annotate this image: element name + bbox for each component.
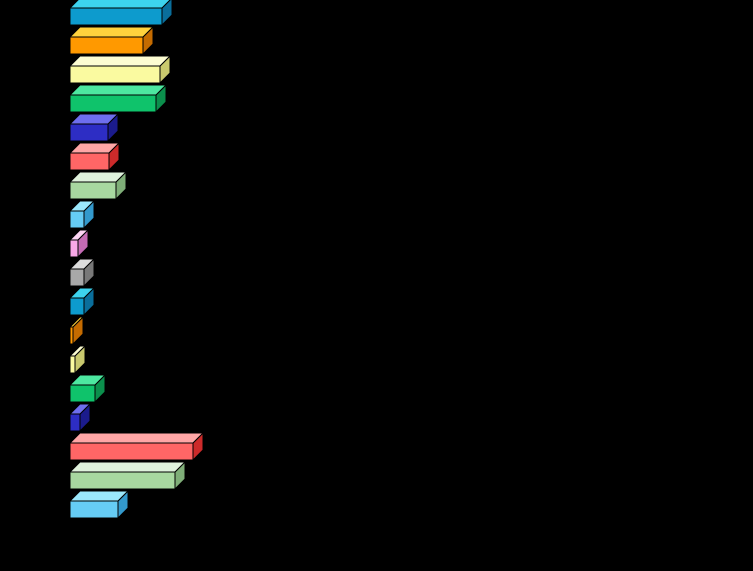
bar-4[interactable] [68,83,168,114]
bar-12[interactable] [68,315,85,346]
bar-1-top-face [68,0,171,9]
bar-2[interactable] [68,25,155,56]
bar-17-front-face [69,471,176,490]
bar-8[interactable] [68,199,96,230]
bar-4-front-face [69,94,157,113]
bar-10-front-face [69,268,85,287]
bar-8-front-face [69,210,85,229]
bar-15[interactable] [68,402,92,433]
bar-11[interactable] [68,286,96,317]
bar-17-top-face [68,461,187,473]
bar-3-front-face [69,65,161,84]
bar-16-front-face [69,442,194,461]
bar-14-front-face [69,384,96,403]
bar-1-front-face [69,7,163,26]
bar-13[interactable] [68,344,87,375]
bar-7-front-face [69,181,117,200]
bar-7[interactable] [68,170,128,201]
bar-18[interactable] [68,489,130,520]
bar-3[interactable] [68,54,172,85]
bar-1[interactable] [68,0,173,27]
bar-18-front-face [69,500,119,519]
bar-2-top-face [68,26,155,38]
bar-5[interactable] [68,112,120,143]
bar-6-front-face [69,152,110,171]
bar-16-top-face [68,432,205,444]
bar-10[interactable] [68,257,96,288]
bar-9-front-face [69,239,79,258]
bar-12-front-face [69,326,74,345]
bar-5-front-face [69,123,109,142]
bar-16[interactable] [68,431,205,462]
bar-14[interactable] [68,373,107,404]
bar-7-top-face [68,171,128,183]
bar-4-top-face [68,84,168,96]
bar-13-front-face [69,355,76,374]
bar-18-top-face [68,490,130,502]
bar-15-front-face [69,413,81,432]
bar-17[interactable] [68,460,187,491]
bar-9[interactable] [68,228,90,259]
bar-6[interactable] [68,141,121,172]
bar-11-front-face [69,297,85,316]
bar-3-top-face [68,55,172,67]
bar-2-front-face [69,36,144,55]
